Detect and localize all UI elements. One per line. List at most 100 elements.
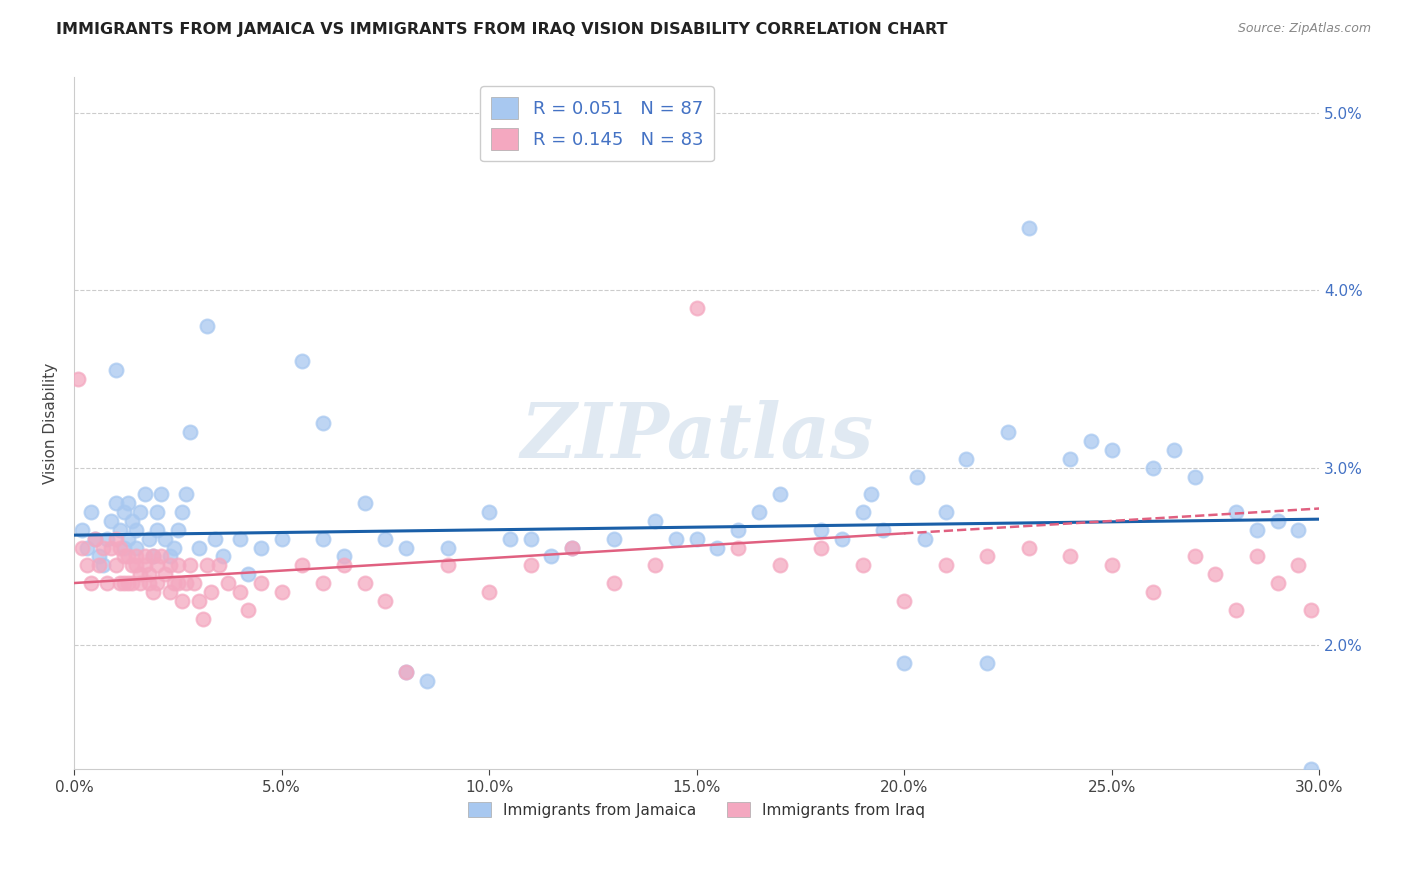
Point: [187, 594, 209, 608]
Point: [72, 523, 94, 537]
Point: [1286, 558, 1309, 573]
Point: [80, 576, 103, 591]
Text: IMMIGRANTS FROM JAMAICA VS IMMIGRANTS FROM IRAQ VISION DISABILITY CORRELATION CH: IMMIGRANTS FROM JAMAICA VS IMMIGRANTS FR…: [56, 22, 948, 37]
Point: [108, 576, 131, 591]
Point: [374, 532, 396, 546]
Point: [312, 532, 335, 546]
Point: [1225, 602, 1247, 616]
Point: [142, 549, 165, 564]
Point: [1299, 602, 1322, 616]
Point: [810, 541, 832, 555]
Point: [100, 541, 122, 555]
Point: [125, 558, 148, 573]
Point: [478, 585, 501, 599]
Point: [195, 318, 218, 333]
Point: [1299, 762, 1322, 776]
Point: [706, 541, 728, 555]
Point: [72, 541, 94, 555]
Point: [155, 567, 177, 582]
Point: [142, 585, 165, 599]
Point: [183, 576, 205, 591]
Point: [893, 656, 915, 670]
Point: [859, 487, 882, 501]
Point: [291, 558, 314, 573]
Point: [96, 532, 118, 546]
Point: [146, 576, 169, 591]
Point: [893, 594, 915, 608]
Point: [270, 532, 292, 546]
Point: [200, 585, 222, 599]
Point: [561, 541, 583, 555]
Point: [117, 549, 139, 564]
Point: [104, 363, 127, 377]
Point: [1101, 442, 1123, 457]
Point: [238, 567, 260, 582]
Point: [121, 514, 143, 528]
Point: [80, 505, 103, 519]
Point: [112, 549, 135, 564]
Point: [353, 576, 375, 591]
Point: [129, 567, 152, 582]
Point: [1225, 505, 1247, 519]
Point: [1101, 558, 1123, 573]
Point: [125, 523, 148, 537]
Point: [270, 585, 292, 599]
Point: [1267, 576, 1289, 591]
Point: [238, 602, 260, 616]
Point: [204, 532, 226, 546]
Point: [436, 541, 458, 555]
Point: [852, 558, 875, 573]
Y-axis label: Vision Disability: Vision Disability: [44, 363, 58, 484]
Point: [1080, 434, 1102, 449]
Point: [1018, 541, 1040, 555]
Point: [312, 576, 335, 591]
Point: [1184, 549, 1206, 564]
Point: [229, 585, 252, 599]
Point: [195, 558, 218, 573]
Point: [935, 558, 957, 573]
Point: [125, 541, 148, 555]
Point: [146, 523, 169, 537]
Point: [129, 576, 152, 591]
Point: [96, 576, 118, 591]
Point: [395, 541, 418, 555]
Point: [333, 558, 356, 573]
Point: [166, 558, 188, 573]
Point: [108, 541, 131, 555]
Point: [174, 487, 197, 501]
Point: [125, 549, 148, 564]
Point: [146, 558, 169, 573]
Point: [436, 558, 458, 573]
Point: [117, 496, 139, 510]
Point: [163, 541, 186, 555]
Point: [129, 505, 152, 519]
Point: [150, 487, 173, 501]
Point: [134, 558, 156, 573]
Point: [685, 301, 707, 315]
Point: [166, 523, 188, 537]
Point: [159, 549, 181, 564]
Point: [83, 532, 105, 546]
Point: [685, 532, 707, 546]
Point: [852, 505, 875, 519]
Point: [108, 523, 131, 537]
Point: [499, 532, 522, 546]
Point: [905, 469, 928, 483]
Point: [1059, 549, 1081, 564]
Point: [174, 576, 197, 591]
Point: [1267, 514, 1289, 528]
Point: [914, 532, 936, 546]
Point: [67, 372, 90, 386]
Legend: Immigrants from Jamaica, Immigrants from Iraq: Immigrants from Jamaica, Immigrants from…: [463, 796, 931, 824]
Point: [91, 558, 114, 573]
Point: [644, 514, 666, 528]
Point: [602, 576, 624, 591]
Point: [229, 532, 252, 546]
Point: [1184, 469, 1206, 483]
Text: ZIPatlas: ZIPatlas: [520, 401, 873, 475]
Point: [395, 665, 418, 679]
Point: [1018, 221, 1040, 235]
Point: [104, 496, 127, 510]
Point: [117, 532, 139, 546]
Point: [250, 541, 273, 555]
